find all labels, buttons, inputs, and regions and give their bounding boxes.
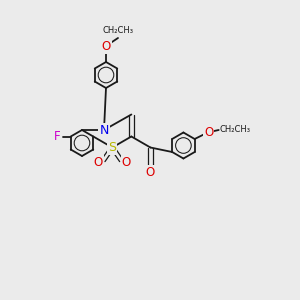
Text: O: O — [146, 166, 155, 179]
Text: F: F — [53, 130, 60, 143]
Text: O: O — [122, 156, 131, 169]
Text: O: O — [101, 40, 111, 53]
Text: O: O — [204, 125, 213, 139]
Text: O: O — [94, 156, 103, 169]
Text: N: N — [99, 124, 109, 136]
Text: CH₂CH₃: CH₂CH₃ — [220, 125, 251, 134]
Text: CH₂CH₃: CH₂CH₃ — [103, 26, 134, 35]
Text: S: S — [108, 141, 116, 154]
